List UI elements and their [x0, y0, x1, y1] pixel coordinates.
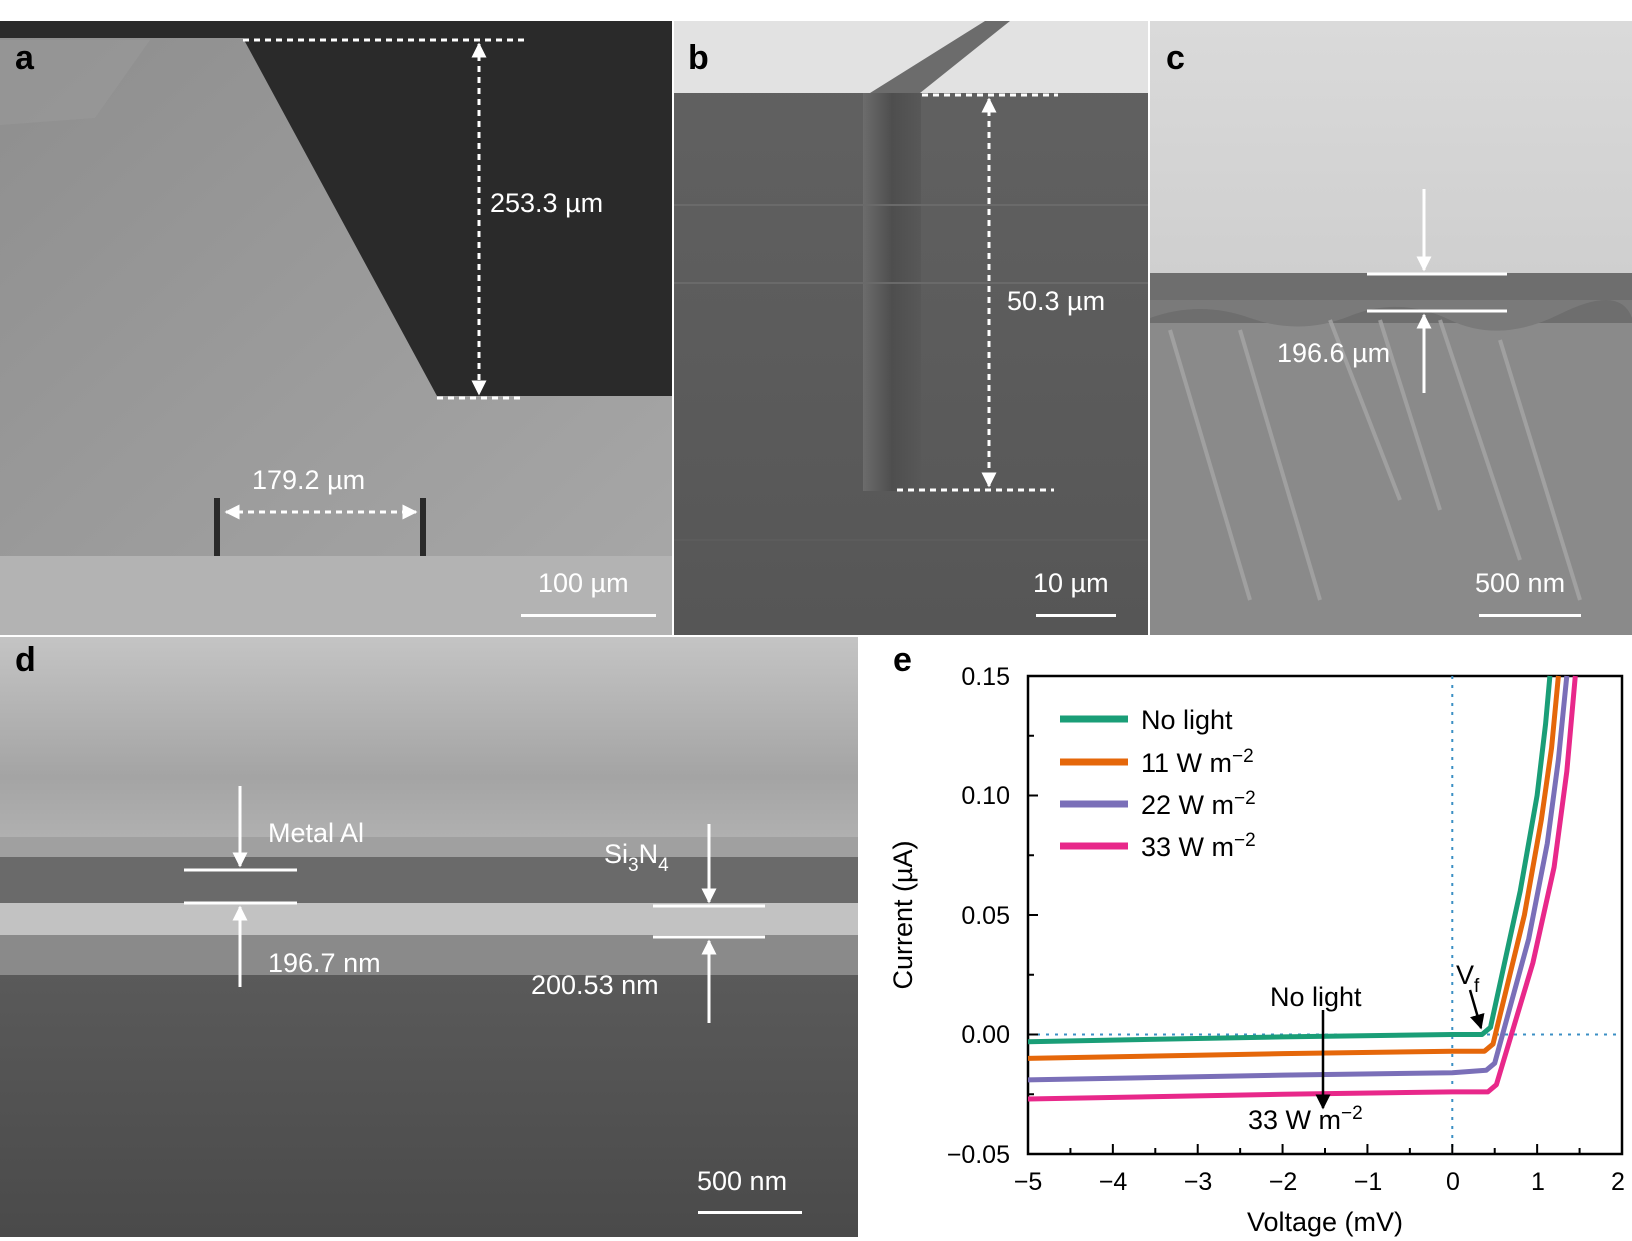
panel-c-label: c [1166, 39, 1185, 77]
panel-d-scalebar-label: 500 nm [697, 1166, 787, 1196]
panel-c: 196.6 µm 500 nm c [1150, 21, 1632, 635]
x-tick-label: 0 [1446, 1168, 1460, 1196]
panel-b-scalebar-label: 10 µm [1033, 568, 1109, 598]
chart-annotation-33: 33 W m−2 [1248, 1103, 1363, 1135]
chart-series-layer [1027, 675, 1578, 1102]
chart-annotation-vf: Vf [1456, 960, 1480, 997]
panel-b-scalebar [1036, 614, 1116, 617]
y-tick-label: 0.00 [961, 1021, 1010, 1049]
panel-b-label: b [688, 39, 709, 77]
panel-d-metal-label: Metal Al [268, 818, 364, 848]
x-tick-label: −1 [1354, 1168, 1383, 1196]
x-tick-label: −5 [1014, 1168, 1043, 1196]
panel-d-scalebar [698, 1211, 802, 1214]
chart-vf-arrow [1468, 989, 1485, 1030]
panel-a-scalebar-label: 100 µm [538, 568, 629, 598]
panel-a-depth-label: 253.3 µm [490, 188, 603, 218]
panel-d-nitride-thickness: 200.53 nm [531, 970, 659, 1000]
legend-label-22: 22 W m−2 [1141, 788, 1256, 820]
panel-c-top-surface [1150, 21, 1632, 273]
x-tick-label: 2 [1611, 1168, 1625, 1196]
panel-c-thickness-label: 196.6 µm [1277, 338, 1390, 368]
panel-b-trench [863, 93, 921, 491]
panel-d-metal-layer [0, 857, 858, 903]
panel-a-label: a [15, 39, 35, 77]
series-line-0 [1027, 675, 1553, 1045]
panel-a-substrate [0, 38, 672, 635]
panel-a: 253.3 µm 179.2 µm 100 µm a [0, 21, 672, 635]
panel-c-scalebar [1479, 614, 1581, 617]
panel-c-film [1150, 273, 1632, 323]
panel-d-metal-thickness: 196.7 nm [268, 948, 381, 978]
panel-d-nitride-label: Si3N4 [604, 839, 669, 876]
panel-e-label: e [893, 641, 912, 679]
x-tick-label: −2 [1269, 1168, 1298, 1196]
x-tick-label: −3 [1184, 1168, 1213, 1196]
panel-b: 50.3 µm 10 µm b [674, 21, 1148, 635]
panel-b-depth-label: 50.3 µm [1007, 286, 1105, 316]
y-tick-label: 0.05 [961, 902, 1010, 930]
series-line-3 [1027, 675, 1578, 1102]
y-tick-label: 0.15 [961, 663, 1010, 691]
panel-c-scalebar-label: 500 nm [1475, 568, 1565, 598]
legend-label-33: 33 W m−2 [1141, 830, 1256, 862]
panel-e: e −5 −4 −3 −2 −1 0 1 2 −0.05 0.00 0.05 0… [888, 641, 1625, 1237]
x-tick-label: −4 [1099, 1168, 1128, 1196]
chart-x-axis-title: Voltage (mV) [1247, 1207, 1403, 1237]
legend-label-no-light: No light [1141, 705, 1233, 735]
series-line-2 [1027, 675, 1570, 1083]
y-tick-label: 0.10 [961, 782, 1010, 810]
x-tick-label: 1 [1531, 1168, 1545, 1196]
chart-legend: No light 11 W m−2 22 W m−2 33 W m−2 [1060, 705, 1256, 862]
series-line-1 [1027, 675, 1561, 1061]
panel-a-width-label: 179.2 µm [252, 465, 365, 495]
legend-label-11: 11 W m−2 [1141, 746, 1254, 778]
chart-annotation-no-light: No light [1270, 982, 1362, 1012]
chart-ticks-layer [1027, 675, 1623, 1155]
panel-d-label: d [15, 641, 36, 679]
panel-d-nitride-layer [0, 903, 858, 935]
panel-d-top-surface [0, 637, 858, 837]
y-tick-label: −0.05 [947, 1141, 1010, 1169]
panel-d: Metal Al 196.7 nm Si3N4 200.53 nm 500 nm… [0, 637, 858, 1237]
chart-y-axis-title: Current (µA) [888, 840, 918, 989]
panel-a-lower-layer [0, 556, 672, 635]
panel-a-scalebar [521, 614, 656, 617]
